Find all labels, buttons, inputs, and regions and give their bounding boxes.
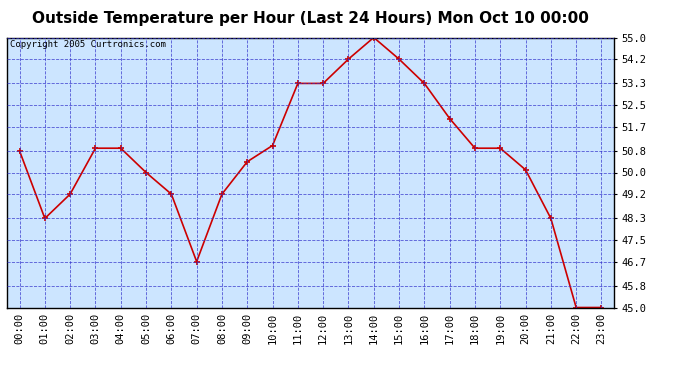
Text: Outside Temperature per Hour (Last 24 Hours) Mon Oct 10 00:00: Outside Temperature per Hour (Last 24 Ho…	[32, 11, 589, 26]
Text: Copyright 2005 Curtronics.com: Copyright 2005 Curtronics.com	[10, 40, 166, 49]
